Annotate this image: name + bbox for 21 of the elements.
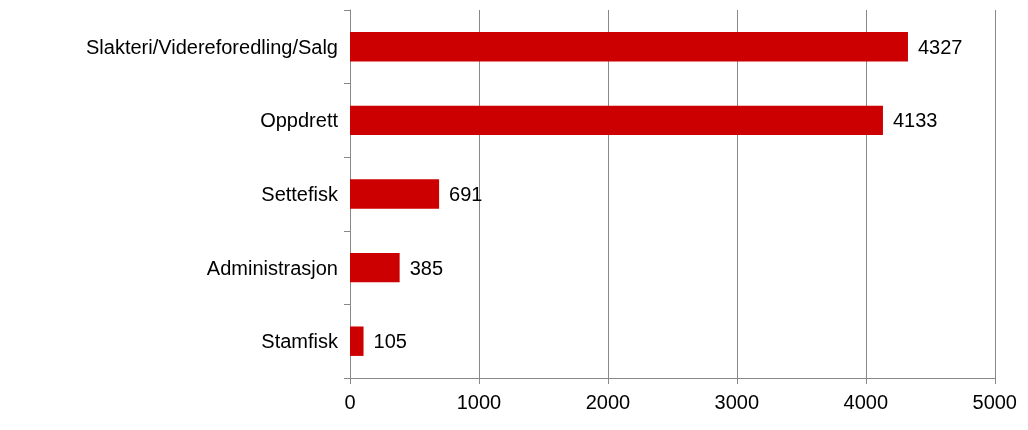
x-tick-label: 3000 xyxy=(714,391,760,413)
x-tick-label: 1000 xyxy=(456,391,502,413)
bar xyxy=(350,326,364,356)
y-tick-label: Settefisk xyxy=(261,183,339,205)
x-tick-label: 5000 xyxy=(972,391,1017,413)
bar xyxy=(350,32,908,62)
bar xyxy=(350,179,440,209)
x-tick-label: 2000 xyxy=(585,391,631,413)
y-tick-label: Oppdrett xyxy=(260,109,339,132)
x-tick-label: 4000 xyxy=(843,391,889,413)
bar xyxy=(350,105,883,136)
bar xyxy=(350,252,400,283)
y-tick-label: Stamfisk xyxy=(261,330,339,353)
data-label: 691 xyxy=(449,183,483,205)
data-label: 4327 xyxy=(917,35,963,58)
x-tick-label: 0 xyxy=(344,391,356,413)
data-label: 4133 xyxy=(892,109,938,132)
y-tick-label: Administrasjon xyxy=(206,256,338,279)
data-label: 105 xyxy=(373,330,407,353)
y-tick-label: Slakteri/Videreforedling/Salg xyxy=(85,35,338,58)
data-label: 385 xyxy=(409,256,444,279)
